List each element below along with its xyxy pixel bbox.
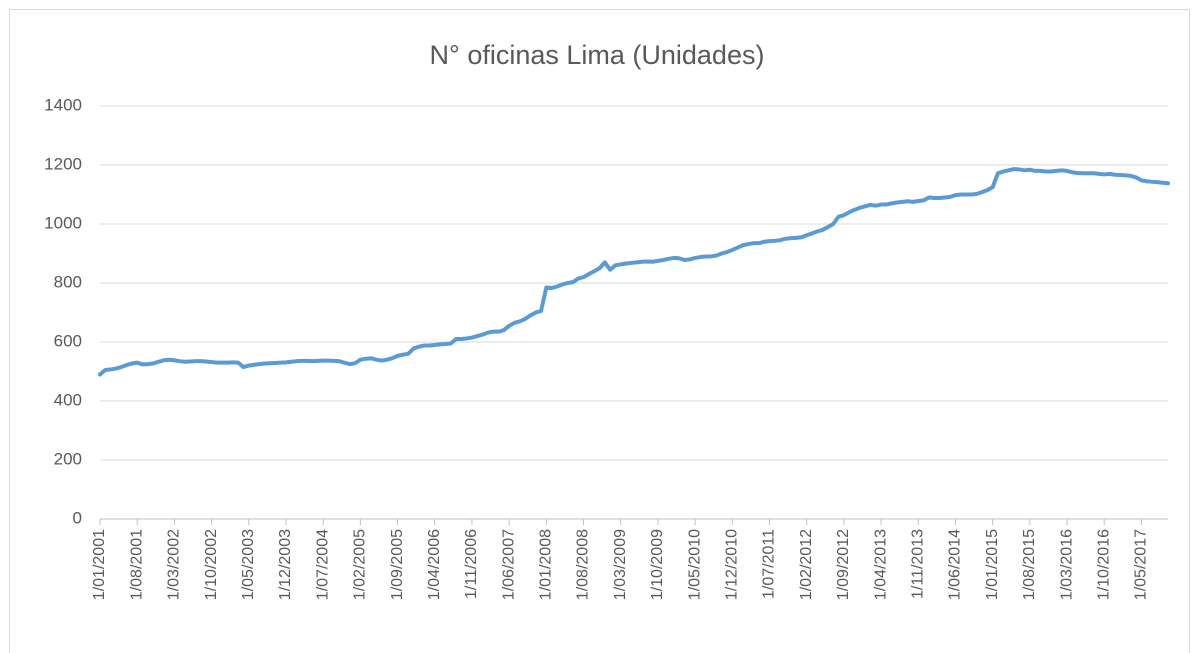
x-tick-label: 1/03/2002 (166, 529, 183, 600)
x-tick-label: 1/05/2010 (686, 529, 703, 600)
x-tick-label: 1/02/2012 (798, 529, 815, 600)
x-tick-label: 1/07/2011 (761, 529, 778, 599)
x-tick-label: 1/10/2009 (649, 529, 666, 600)
x-tick-label: 1/11/2006 (463, 529, 480, 599)
x-tick-label: 1/05/2003 (240, 529, 257, 600)
x-tick-label: 1/10/2002 (203, 529, 220, 600)
x-tick-label: 1/03/2016 (1058, 529, 1075, 600)
x-tick-label: 1/12/2003 (277, 529, 294, 600)
x-tick-label: 1/05/2017 (1133, 529, 1150, 600)
x-tick-label: 1/06/2007 (500, 529, 517, 600)
y-tick-label: 600 (54, 331, 82, 350)
y-tick-label: 200 (54, 449, 82, 468)
y-tick-label: 1200 (44, 154, 82, 173)
y-tick-label: 1400 (44, 95, 82, 114)
data-line (98, 167, 1170, 377)
x-tick-label: 1/03/2009 (612, 529, 629, 600)
x-tick-label: 1/06/2014 (947, 529, 964, 600)
y-tick-label: 800 (54, 272, 82, 291)
x-tick-label: 1/08/2008 (575, 529, 592, 600)
x-tick-label: 1/10/2016 (1095, 529, 1112, 600)
x-tick-label: 1/01/2015 (984, 529, 1001, 600)
x-tick-label: 1/01/2008 (538, 529, 555, 600)
y-tick-label: 0 (73, 508, 82, 527)
x-tick-label: 1/04/2006 (426, 529, 443, 600)
x-tick-label: 1/08/2015 (1021, 529, 1038, 600)
x-tick-label: 1/04/2013 (872, 529, 889, 600)
x-tick-label: 1/02/2005 (352, 529, 369, 600)
x-tick-label: 1/08/2001 (128, 529, 145, 600)
chart-title: N° oficinas Lima (Unidades) (430, 40, 765, 70)
y-tick-label: 400 (54, 390, 82, 409)
x-tick-label: 1/07/2004 (314, 529, 331, 600)
y-tick-label: 1000 (44, 213, 82, 232)
x-tick-label: 1/09/2012 (835, 529, 852, 600)
x-tick-label: 1/11/2013 (909, 529, 926, 599)
chart-frame (9, 9, 1190, 653)
x-tick-label: 1/09/2005 (389, 529, 406, 600)
x-tick-label: 1/12/2010 (724, 529, 741, 600)
x-tick-label: 1/01/2001 (91, 529, 108, 600)
